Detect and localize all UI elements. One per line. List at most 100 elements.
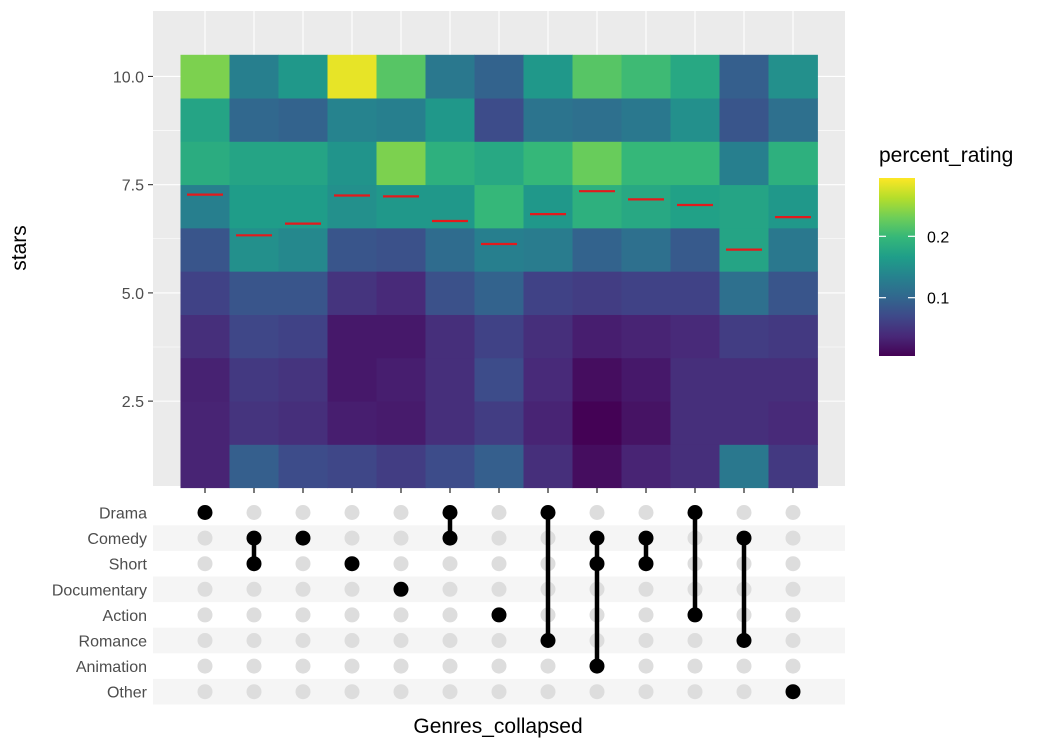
- heatmap-cell: [376, 401, 426, 445]
- matrix-genre-label: Drama: [99, 506, 147, 523]
- matrix-dot-inactive: [393, 658, 409, 674]
- heatmap-cell: [572, 271, 622, 315]
- matrix-dot-active: [246, 556, 262, 572]
- heatmap-cell: [278, 184, 328, 229]
- heatmap-cell: [670, 357, 720, 402]
- heatmap-cell: [670, 54, 720, 99]
- heatmap-cell: [474, 401, 524, 445]
- heatmap-cell: [768, 141, 818, 186]
- matrix-dot-inactive: [687, 684, 703, 700]
- heatmap-cell: [229, 401, 279, 445]
- heatmap-cell: [327, 314, 377, 359]
- heatmap-cell: [278, 314, 328, 359]
- heatmap-cell: [474, 54, 524, 99]
- legend-tick-label: 0.2: [927, 229, 949, 246]
- matrix-dot-inactive: [344, 607, 360, 623]
- matrix-dot-inactive: [638, 684, 654, 700]
- heatmap-cell: [425, 141, 475, 186]
- heatmap-cell: [278, 401, 328, 445]
- matrix-dot-active: [638, 530, 654, 546]
- matrix-genre-label: Comedy: [87, 531, 147, 548]
- heatmap-cell: [523, 357, 573, 402]
- heatmap-cell: [376, 444, 426, 489]
- y-tick-label: 5.0: [122, 286, 144, 303]
- heatmap-cell: [376, 54, 426, 99]
- heatmap-cell: [474, 184, 524, 229]
- matrix-dot-inactive: [491, 658, 507, 674]
- heatmap-cell: [523, 271, 573, 315]
- matrix-dot-inactive: [344, 505, 360, 520]
- matrix-genre-label: Documentary: [52, 582, 147, 599]
- legend-title: percent_rating: [879, 144, 1013, 167]
- matrix-dot-inactive: [393, 530, 409, 546]
- matrix-dot-inactive: [295, 633, 311, 648]
- heatmap-cell: [376, 314, 426, 359]
- heatmap-cell: [229, 357, 279, 402]
- matrix-dot-active: [540, 505, 556, 520]
- matrix-dot-inactive: [785, 530, 801, 546]
- heatmap-cell: [523, 184, 573, 229]
- heatmap-cell: [278, 141, 328, 186]
- heatmap-cell: [180, 227, 230, 272]
- heatmap-cell: [180, 141, 230, 186]
- heatmap-cell: [768, 184, 818, 229]
- matrix-genre-label: Action: [103, 608, 147, 625]
- matrix-dot-active: [344, 556, 360, 572]
- heatmap-cell: [670, 271, 720, 315]
- heatmap-cell: [474, 314, 524, 359]
- heatmap-cell: [572, 141, 622, 186]
- heatmap-cells: [180, 54, 818, 489]
- heatmap-cell: [229, 314, 279, 359]
- matrix-dot-inactive: [442, 607, 458, 623]
- heatmap-cell: [327, 357, 377, 402]
- heatmap-cell: [572, 98, 622, 142]
- heatmap-cell: [376, 357, 426, 402]
- upset-matrix: Drama Comedy Short Documentary Action Romance…: [52, 488, 845, 705]
- heatmap-cell: [572, 401, 622, 445]
- matrix-dot-inactive: [638, 633, 654, 648]
- heatmap-cell: [572, 227, 622, 272]
- matrix-dot-inactive: [246, 684, 262, 700]
- matrix-dot-active: [540, 633, 556, 648]
- matrix-dot-inactive: [246, 633, 262, 648]
- heatmap-cell: [278, 271, 328, 315]
- matrix-dot-inactive: [295, 505, 311, 520]
- matrix-dot-active: [442, 530, 458, 546]
- heatmap-cell: [376, 141, 426, 186]
- matrix-dot-inactive: [736, 684, 752, 700]
- matrix-dot-inactive: [295, 658, 311, 674]
- matrix-dot-active: [393, 581, 409, 597]
- heatmap-cell: [229, 141, 279, 186]
- heatmap-cell: [180, 98, 230, 142]
- matrix-dot-inactive: [295, 581, 311, 597]
- matrix-dot-inactive: [736, 505, 752, 520]
- heatmap-cell: [180, 184, 230, 229]
- matrix-dot-active: [246, 530, 262, 546]
- matrix-dot-inactive: [442, 581, 458, 597]
- heatmap-cell: [719, 141, 769, 186]
- heatmap-cell: [621, 98, 671, 142]
- heatmap-cell: [474, 271, 524, 315]
- heatmap-cell: [719, 401, 769, 445]
- matrix-dot-inactive: [197, 581, 213, 597]
- heatmap-cell: [327, 401, 377, 445]
- matrix-dot-inactive: [393, 556, 409, 572]
- heatmap-cell: [768, 444, 818, 489]
- heatmap-cell: [768, 54, 818, 99]
- heatmap-cell: [523, 227, 573, 272]
- matrix-dot-inactive: [197, 658, 213, 674]
- matrix-dot-inactive: [197, 530, 213, 546]
- heatmap-cell: [327, 184, 377, 229]
- heatmap-cell: [621, 401, 671, 445]
- heatmap-cell: [523, 314, 573, 359]
- matrix-dot-inactive: [638, 607, 654, 623]
- heatmap-cell: [621, 184, 671, 229]
- heatmap-cell: [670, 227, 720, 272]
- y-tick-label: 7.5: [122, 178, 144, 195]
- heatmap-cell: [327, 444, 377, 489]
- heatmap-cell: [425, 401, 475, 445]
- matrix-dot-active: [589, 556, 605, 572]
- matrix-dot-active: [491, 607, 507, 623]
- matrix-dot-inactive: [491, 505, 507, 520]
